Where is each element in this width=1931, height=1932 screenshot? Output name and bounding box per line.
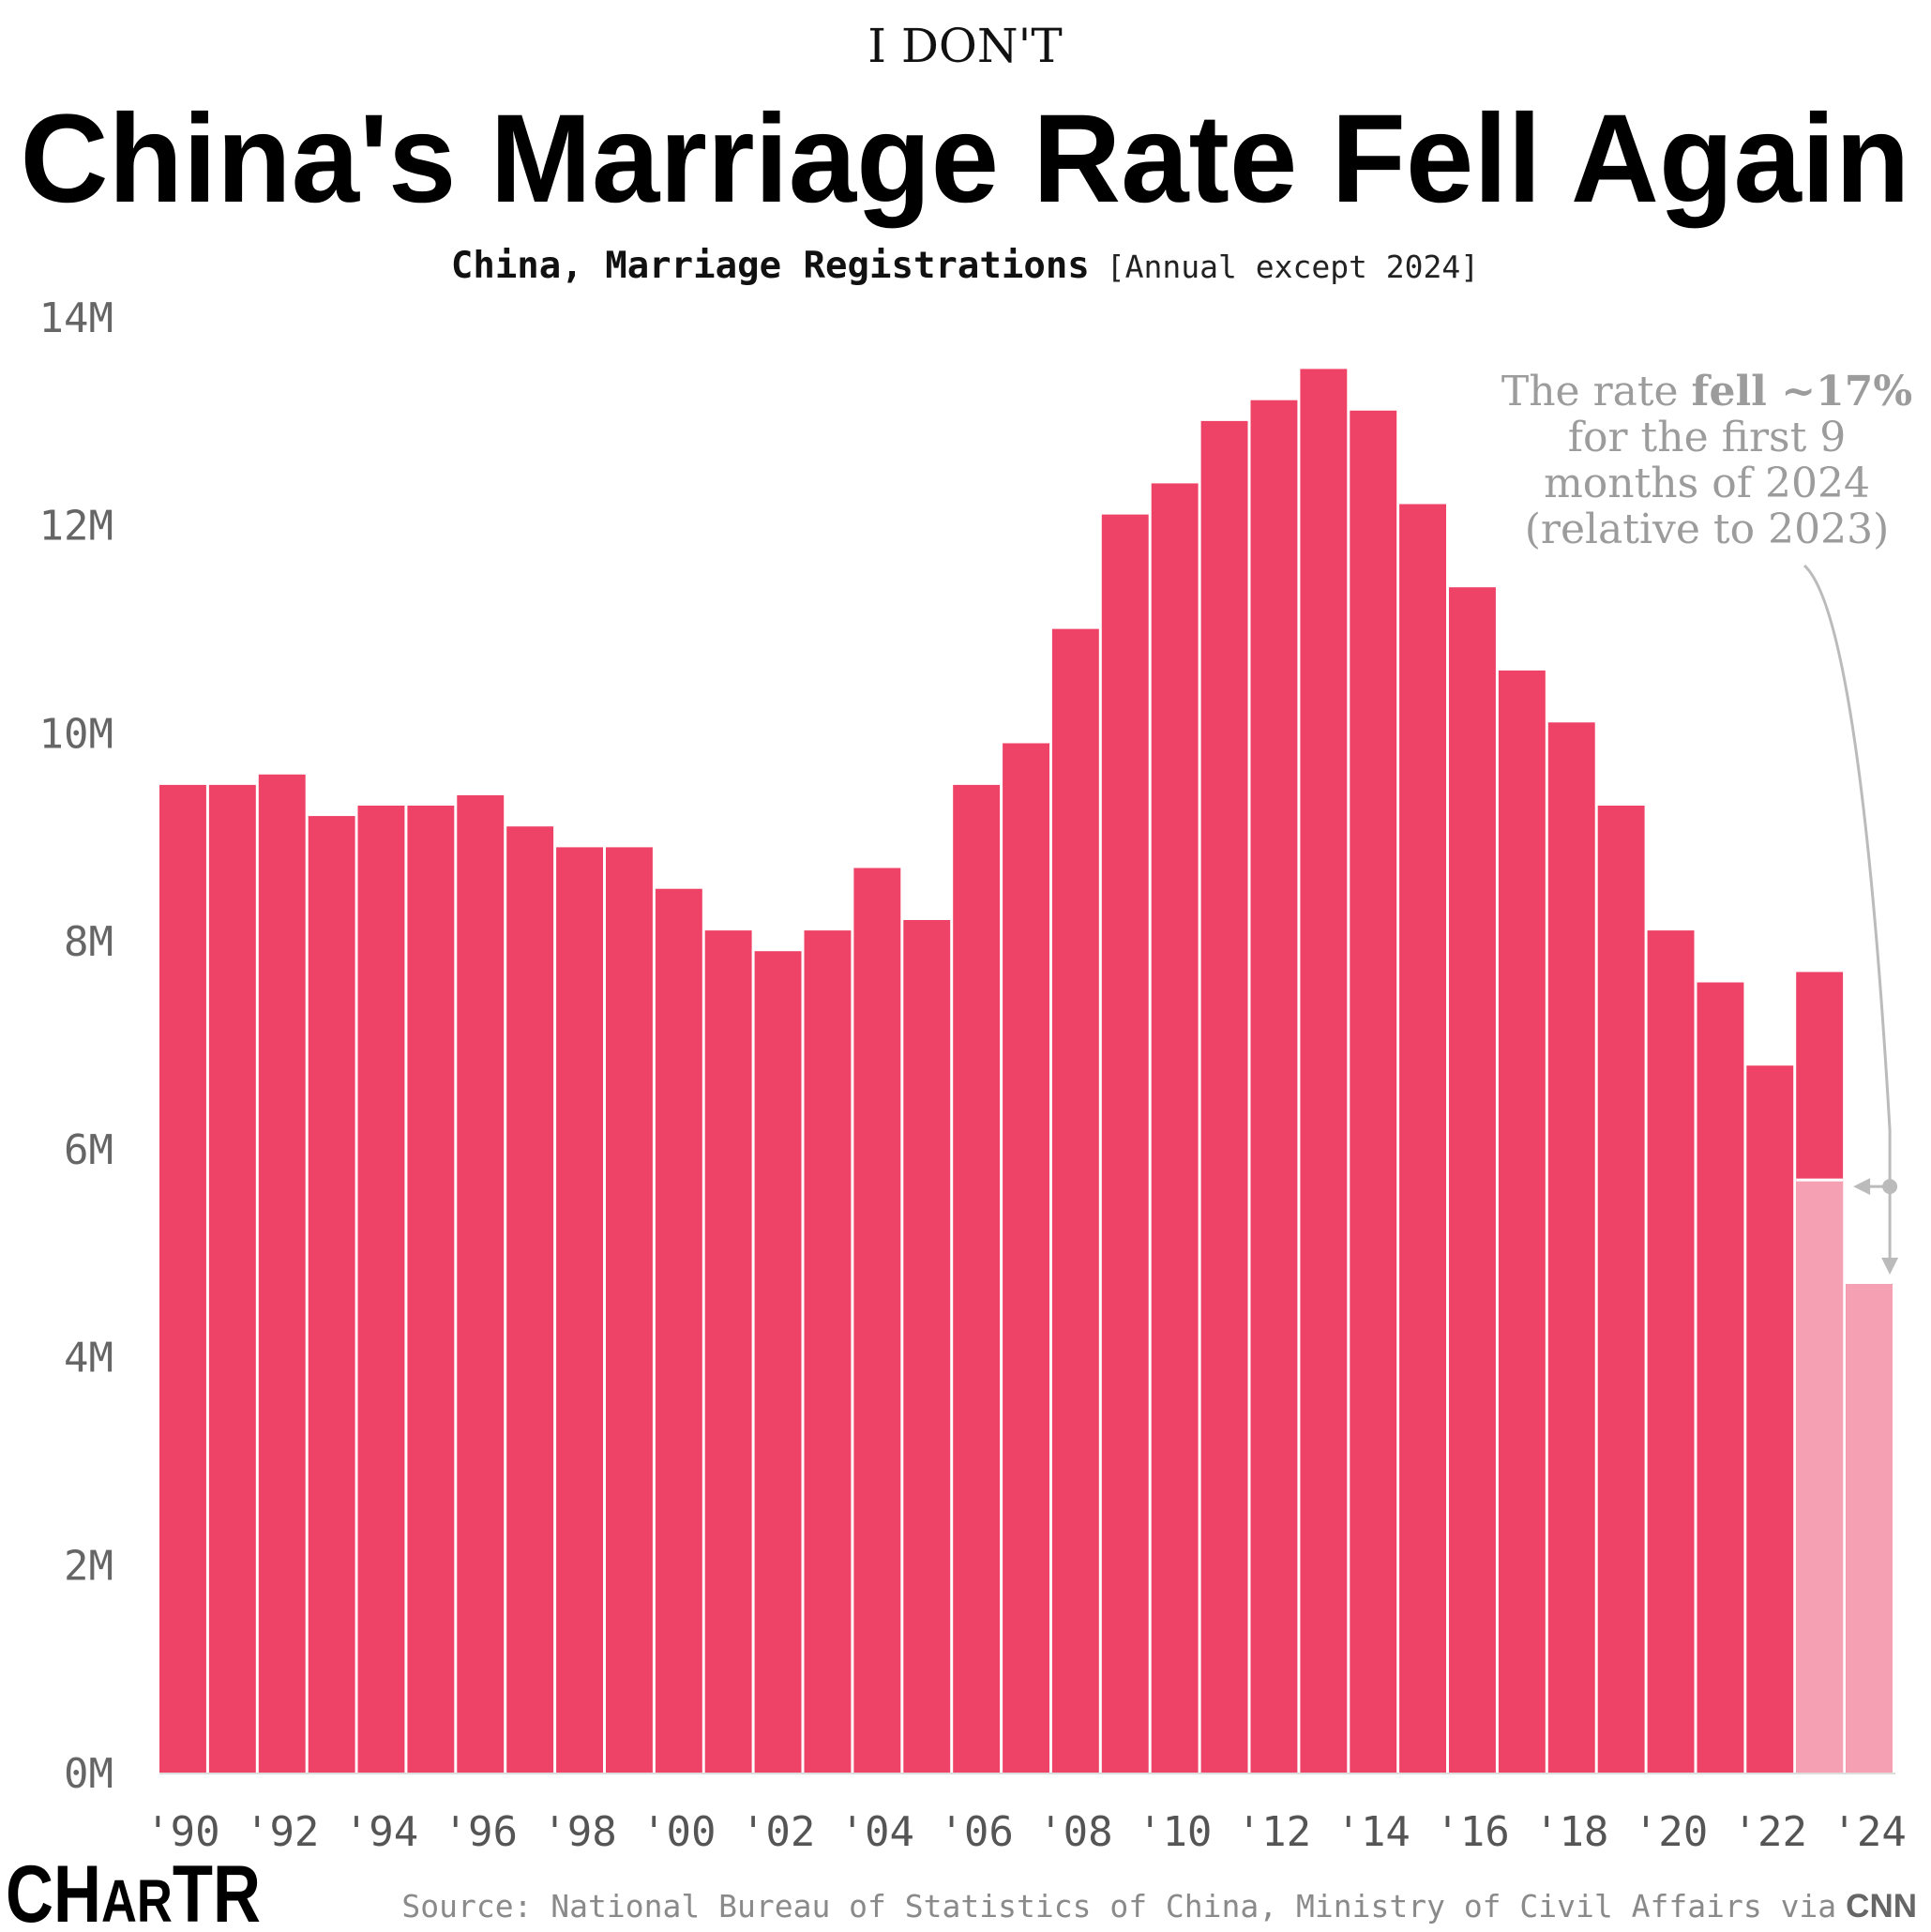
chart-title: China's Marriage Rate Fell Again xyxy=(21,89,1910,229)
x-tick-label: '94 xyxy=(344,1808,418,1856)
bar-2015 xyxy=(1399,504,1446,1773)
bar-2021 xyxy=(1697,982,1744,1773)
y-tick-label: 6M xyxy=(64,1126,113,1174)
kicker-text: I DON'T xyxy=(867,19,1063,73)
bar-2001 xyxy=(704,930,752,1773)
x-tick-label: '22 xyxy=(1733,1808,1807,1856)
bar-2000 xyxy=(655,888,702,1773)
x-tick-label: '02 xyxy=(741,1808,815,1856)
chartr-logo-part-2: AR xyxy=(101,1867,173,1932)
bar-1993 xyxy=(308,816,355,1773)
x-tick-label: '20 xyxy=(1634,1808,1708,1856)
bar-2019 xyxy=(1597,806,1645,1773)
bar-2009 xyxy=(1101,514,1149,1773)
bar-2022 xyxy=(1746,1065,1794,1773)
bar-2002 xyxy=(754,951,802,1773)
annotation: The rate fell ~17% for the first 9 month… xyxy=(1501,368,1912,1275)
x-tick-label: '06 xyxy=(939,1808,1013,1856)
annotation-line-2: for the first 9 xyxy=(1568,414,1846,461)
chartr-logo-part-1: CH xyxy=(6,1849,101,1932)
bar-1995 xyxy=(407,806,455,1773)
bar-2012 xyxy=(1250,400,1298,1774)
bar-1997 xyxy=(506,826,554,1773)
y-tick-label: 2M xyxy=(64,1542,113,1590)
bar-1991 xyxy=(208,784,256,1773)
bar-2017 xyxy=(1498,670,1546,1773)
partial-bar-2023 xyxy=(1796,1180,1844,1773)
chartr-logo-text: CHARTR xyxy=(6,1849,261,1932)
y-tick-label: 12M xyxy=(39,503,113,551)
bar-2018 xyxy=(1547,722,1595,1773)
bar-2013 xyxy=(1300,369,1348,1773)
annotation-line-3: months of 2024 xyxy=(1544,460,1870,507)
bar-2007 xyxy=(1003,743,1049,1773)
subtitle-main: China, Marriage Registrations xyxy=(451,245,1090,287)
bar-2004 xyxy=(853,868,901,1773)
bar-1999 xyxy=(606,847,653,1773)
bars xyxy=(159,369,1893,1774)
bar-2005 xyxy=(903,920,951,1773)
annotation-line-1-bold: fell ~17% xyxy=(1692,368,1913,415)
bar-2014 xyxy=(1350,410,1397,1773)
y-tick-label: 0M xyxy=(64,1750,113,1798)
bar-2016 xyxy=(1449,587,1496,1774)
bar-2011 xyxy=(1200,420,1248,1773)
bar-1996 xyxy=(457,794,505,1773)
bar-1994 xyxy=(357,806,405,1773)
x-tick-label: '00 xyxy=(641,1808,716,1856)
x-tick-label: '16 xyxy=(1435,1808,1509,1856)
x-tick-label: '96 xyxy=(444,1808,518,1856)
partial-bar-2024 xyxy=(1846,1284,1893,1773)
source-line: Source: National Bureau of Statistics of… xyxy=(401,1888,1917,1924)
x-tick-label: '18 xyxy=(1534,1808,1608,1856)
bar-2010 xyxy=(1151,483,1199,1773)
x-tick-label: '08 xyxy=(1038,1808,1112,1856)
chartr-logo-part-3: TR xyxy=(173,1849,261,1932)
x-tick-label: '92 xyxy=(245,1808,319,1856)
subtitle-note: [Annual except 2024] xyxy=(1107,249,1479,285)
x-tick-label: '04 xyxy=(840,1808,914,1856)
annotation-arrowhead-down xyxy=(1881,1258,1899,1275)
bar-1990 xyxy=(159,784,206,1773)
y-tick-label: 14M xyxy=(39,294,113,342)
x-axis: '90 '92 '94 '96 '98 '00 '02 '04 '06 '08 '10 '12 '14 '… xyxy=(145,1808,1907,1856)
bar-2020 xyxy=(1647,930,1695,1773)
bar-1992 xyxy=(258,774,306,1773)
source-text: Source: National Bureau of Statistics of… xyxy=(401,1888,1836,1924)
x-tick-label: '10 xyxy=(1138,1808,1212,1856)
annotation-dot xyxy=(1882,1179,1898,1195)
bar-1998 xyxy=(556,847,603,1773)
bar-2006 xyxy=(953,784,1001,1773)
x-tick-label: '12 xyxy=(1237,1808,1311,1856)
partial-bars xyxy=(1796,1178,1893,1773)
annotation-arrowhead-left xyxy=(1853,1178,1871,1196)
y-axis: 0M 2M 4M 6M 8M 10M 12M 14M xyxy=(39,294,113,1798)
x-tick-label: '24 xyxy=(1832,1808,1906,1856)
y-tick-label: 10M xyxy=(39,710,113,758)
annotation-line-1: The rate fell ~17% xyxy=(1501,368,1912,415)
chart-subtitle: China, Marriage Registrations [Annual exc… xyxy=(451,245,1479,287)
source-cnn: CNN xyxy=(1846,1888,1917,1924)
bar-2003 xyxy=(804,930,852,1773)
y-tick-label: 4M xyxy=(64,1335,113,1382)
annotation-line-4: (relative to 2023) xyxy=(1525,506,1889,553)
x-tick-label: '14 xyxy=(1335,1808,1410,1856)
bar-2008 xyxy=(1051,628,1099,1773)
chartr-logo: CHARTR xyxy=(6,1849,261,1932)
annotation-line-1-pre: The rate xyxy=(1501,368,1692,415)
annotation-arrow-line xyxy=(1803,564,1892,1260)
x-tick-label: '90 xyxy=(145,1808,219,1856)
y-tick-label: 8M xyxy=(64,918,113,966)
x-tick-label: '98 xyxy=(542,1808,616,1856)
